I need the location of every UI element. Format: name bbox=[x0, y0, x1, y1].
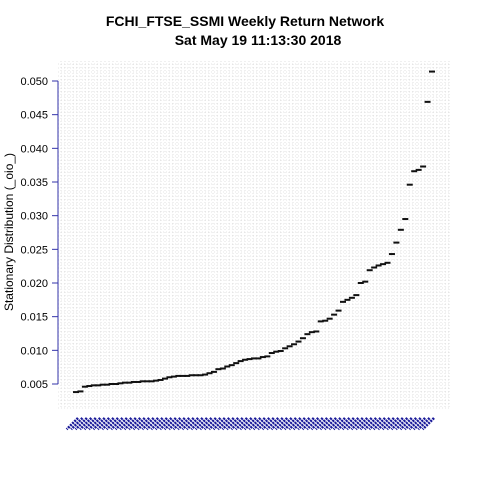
data-point bbox=[336, 310, 342, 312]
data-point bbox=[349, 297, 355, 299]
data-point bbox=[304, 333, 310, 335]
data-point bbox=[300, 337, 306, 339]
data-point bbox=[385, 262, 391, 264]
y-tick-label: 0.035 bbox=[20, 177, 48, 189]
data-point bbox=[340, 301, 346, 303]
data-point bbox=[322, 320, 328, 322]
data-point bbox=[429, 71, 435, 73]
data-point bbox=[362, 281, 368, 283]
data-point bbox=[313, 330, 319, 332]
y-tick-label: 0.020 bbox=[20, 278, 48, 290]
y-tick-label: 0.005 bbox=[20, 379, 48, 391]
y-tick-label: 0.010 bbox=[20, 345, 48, 357]
y-tick-label: 0.030 bbox=[20, 211, 48, 223]
data-point bbox=[229, 364, 235, 366]
data-point bbox=[291, 343, 297, 345]
y-axis-label: Stationary Distribution (_oio_) bbox=[2, 153, 16, 311]
data-point bbox=[296, 341, 302, 343]
data-point bbox=[77, 390, 83, 392]
y-tick-label: 0.025 bbox=[20, 244, 48, 256]
data-point bbox=[367, 269, 373, 271]
data-point bbox=[416, 169, 422, 171]
data-point bbox=[393, 242, 399, 244]
data-point bbox=[233, 362, 239, 364]
data-point bbox=[425, 101, 431, 103]
y-tick-label: 0.015 bbox=[20, 312, 48, 324]
data-point bbox=[282, 347, 288, 349]
data-point bbox=[420, 166, 426, 168]
data-point bbox=[389, 253, 395, 255]
data-point bbox=[371, 267, 377, 269]
data-point bbox=[331, 314, 337, 316]
data-point bbox=[211, 371, 217, 373]
chart-subtitle: Sat May 19 11:13:30 2018 bbox=[175, 32, 342, 48]
data-point bbox=[264, 355, 270, 357]
data-point bbox=[407, 184, 413, 186]
data-point bbox=[220, 368, 226, 370]
data-point bbox=[287, 345, 293, 347]
data-point bbox=[278, 350, 284, 352]
data-point bbox=[344, 299, 350, 301]
data-point bbox=[353, 294, 359, 296]
data-point bbox=[327, 318, 333, 320]
y-tick-label: 0.050 bbox=[20, 76, 48, 88]
chart-title: FCHI_FTSE_SSMI Weekly Return Network bbox=[106, 13, 384, 29]
data-point bbox=[398, 229, 404, 231]
y-tick-label: 0.040 bbox=[20, 143, 48, 155]
y-tick-labels: 0.005 0.010 0.015 0.020 0.025 0.030 0.035 0.040… bbox=[20, 76, 58, 391]
y-tick-label: 0.045 bbox=[20, 110, 48, 122]
data-point bbox=[402, 218, 408, 220]
x-tick-labels bbox=[67, 418, 434, 429]
grid-layer bbox=[58, 61, 450, 409]
